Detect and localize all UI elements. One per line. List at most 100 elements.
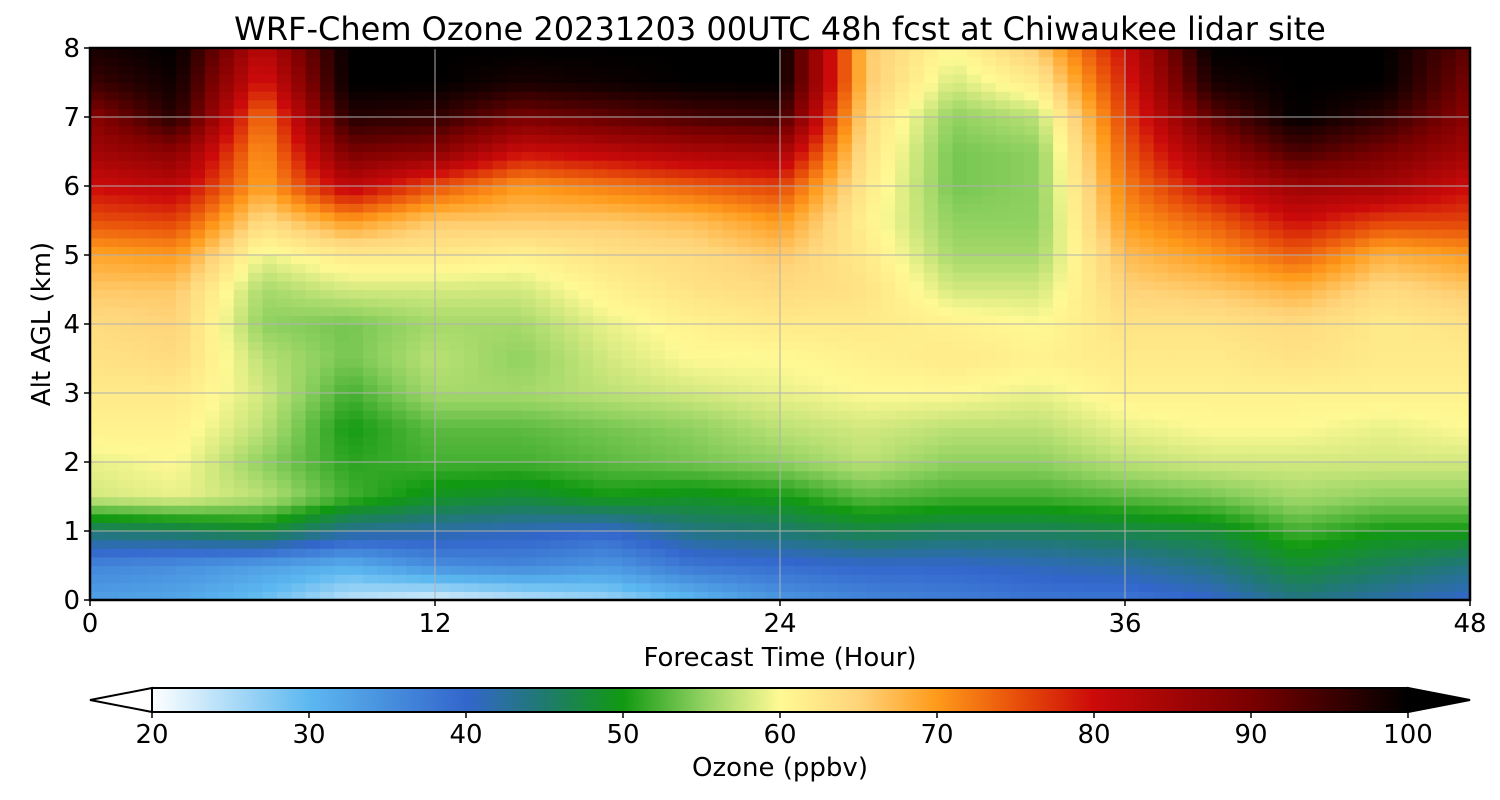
ozone-cell (90, 186, 105, 196)
ozone-cell (1168, 220, 1184, 230)
ozone-cell (564, 505, 580, 515)
ozone-cell (607, 73, 623, 84)
ozone-cell (1153, 565, 1169, 575)
ozone-cell (348, 99, 364, 109)
ozone-cell (765, 211, 781, 222)
ozone-cell (650, 237, 666, 247)
ozone-cell (1096, 255, 1112, 265)
ozone-cell (133, 539, 149, 549)
ozone-cell (233, 401, 249, 411)
ozone-cell (420, 56, 436, 66)
ozone-cell (823, 246, 839, 256)
ozone-cell (118, 591, 134, 600)
ozone-cell (693, 125, 709, 135)
ozone-cell (1196, 341, 1212, 351)
ozone-cell (176, 280, 192, 291)
ozone-cell (981, 65, 997, 75)
ozone-cell (205, 263, 220, 273)
ozone-cell (320, 401, 335, 411)
ozone-cell (564, 444, 580, 454)
ozone-cell (276, 168, 292, 178)
ozone-cell (1024, 591, 1040, 600)
ozone-cell (1024, 82, 1040, 92)
ozone-cell (377, 298, 393, 308)
ozone-cell (593, 298, 609, 308)
ozone-cell (1110, 462, 1126, 472)
ozone-cell (205, 496, 220, 506)
ozone-cell (679, 108, 695, 118)
ozone-cell (808, 220, 824, 230)
ozone-cell (736, 203, 752, 213)
ozone-cell (679, 496, 695, 506)
ozone-cell (406, 272, 422, 282)
ozone-cell (952, 582, 968, 592)
ozone-cell (334, 82, 350, 92)
ozone-cell (837, 358, 853, 368)
ozone-cell (909, 315, 925, 325)
ozone-cell (736, 453, 752, 463)
ozone-cell (621, 203, 637, 213)
ozone-cell (492, 444, 508, 454)
ozone-cell (176, 56, 192, 66)
ozone-cell (722, 246, 738, 256)
ozone-cell (780, 565, 795, 575)
ozone-cell (693, 168, 709, 178)
ozone-cell (1081, 531, 1097, 541)
ozone-cell (1053, 142, 1069, 153)
ozone-cell (463, 556, 479, 567)
ozone-cell (521, 160, 537, 170)
ozone-cell (233, 280, 249, 291)
ozone-cell (808, 375, 824, 385)
ozone-cell (564, 436, 580, 446)
ozone-cell (449, 82, 465, 92)
ozone-cell (1125, 91, 1140, 101)
ozone-cell (1168, 56, 1184, 66)
ozone-cell (808, 522, 824, 532)
ozone-cell (320, 393, 335, 403)
ozone-cell (981, 108, 997, 118)
ozone-cell (449, 272, 465, 282)
ozone-cell (133, 177, 149, 187)
ozone-cell (578, 134, 594, 144)
ozone-cell (1196, 470, 1212, 480)
ozone-cell (176, 306, 192, 316)
ozone-cell (435, 117, 450, 127)
ozone-cell (276, 444, 292, 454)
ozone-cell (621, 453, 637, 463)
ozone-cell (118, 108, 134, 118)
ozone-cell (147, 56, 163, 66)
ozone-cell (1081, 427, 1097, 437)
ozone-cell (578, 73, 594, 84)
ozone-cell (665, 298, 680, 308)
ozone-cell (521, 401, 537, 411)
ozone-cell (506, 220, 522, 230)
ozone-cell (90, 427, 105, 437)
ozone-cell (621, 367, 637, 377)
ozone-cell (1010, 289, 1025, 299)
ozone-cell (190, 393, 206, 403)
ozone-cell (147, 349, 163, 360)
ozone-cell (320, 289, 335, 299)
ozone-cell (161, 65, 177, 75)
ozone-cell (593, 134, 609, 144)
ozone-cell (650, 513, 666, 523)
ozone-cell (248, 65, 264, 75)
ozone-cell (262, 384, 278, 394)
ozone-cell (751, 556, 767, 567)
ozone-cell (564, 358, 580, 368)
ozone-cell (1139, 349, 1155, 360)
ozone-cell (952, 375, 968, 385)
ozone-cell (665, 556, 680, 567)
ozone-cell (621, 246, 637, 256)
ozone-cell (305, 65, 321, 75)
ozone-cell (823, 548, 839, 558)
ozone-cell (363, 211, 379, 222)
ozone-cell (449, 556, 465, 567)
ozone-cell (320, 522, 335, 532)
ozone-cell (1081, 48, 1097, 58)
ozone-cell (305, 341, 321, 351)
ozone-cell (607, 341, 623, 351)
ozone-cell (1139, 246, 1155, 256)
ozone-cell (176, 401, 192, 411)
ozone-cell (1053, 539, 1069, 549)
